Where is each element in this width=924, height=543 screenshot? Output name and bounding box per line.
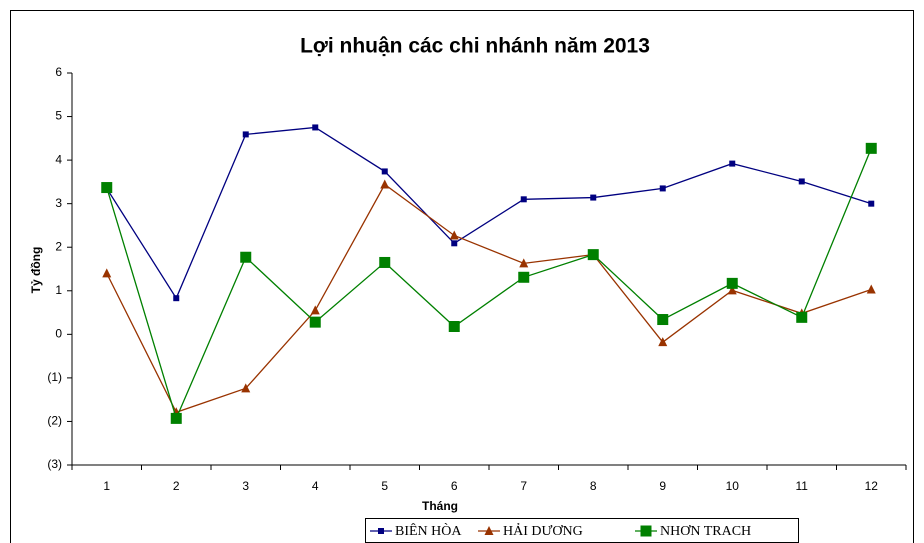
data-point — [727, 285, 737, 295]
data-point — [102, 268, 112, 278]
series-line — [106, 183, 872, 414]
data-point — [381, 168, 388, 175]
data-point — [658, 337, 668, 347]
data-point — [310, 305, 320, 315]
data-point — [865, 142, 877, 154]
y-tick-label: 6 — [55, 65, 62, 79]
y-tick-label: 2 — [55, 239, 62, 253]
data-point — [729, 160, 736, 167]
data-point — [240, 251, 252, 263]
y-tick-label: 5 — [55, 109, 62, 123]
chart-title: Lợi nhuận các chi nhánh năm 2013 — [300, 35, 650, 58]
y-tick-label: 1 — [55, 283, 62, 297]
data-point — [242, 131, 249, 138]
data-point — [170, 412, 182, 424]
y-tick-label: (2) — [47, 414, 62, 428]
x-tick-label: 4 — [312, 479, 319, 493]
chart-border — [10, 10, 914, 543]
y-axis-label: Tỷ đồng — [29, 247, 43, 294]
data-point — [866, 284, 876, 294]
x-tick-label: 7 — [520, 479, 527, 493]
data-point — [449, 230, 459, 240]
x-tick-label: 6 — [451, 479, 458, 493]
data-point — [451, 240, 458, 247]
data-point — [868, 200, 875, 207]
y-tick-label: 3 — [55, 196, 62, 210]
x-tick-label: 2 — [173, 479, 180, 493]
y-tick-label: 0 — [55, 327, 62, 341]
x-axis-label: Tháng — [422, 499, 458, 513]
data-point — [520, 196, 527, 203]
legend-label: BIÊN HÒA — [395, 522, 462, 539]
data-point — [241, 383, 251, 393]
legend-marker — [484, 526, 494, 535]
x-tick-label: 10 — [726, 479, 740, 493]
y-tick-label: (3) — [47, 457, 62, 471]
x-tick-label: 8 — [590, 479, 597, 493]
data-point — [657, 314, 669, 326]
data-point — [380, 179, 390, 189]
data-point — [798, 178, 805, 185]
legend-label: NHƠN TRACH — [660, 524, 751, 539]
data-point — [448, 320, 460, 332]
data-point — [173, 295, 180, 302]
x-tick-label: 3 — [242, 479, 249, 493]
legend-marker — [378, 528, 384, 534]
data-point — [312, 124, 319, 131]
series-line — [106, 126, 872, 300]
series-line — [106, 148, 872, 421]
legend-label: HẢI DƯƠNG — [503, 522, 583, 539]
data-point — [519, 258, 529, 268]
x-tick-label: 9 — [659, 479, 666, 493]
data-point — [587, 249, 599, 261]
x-tick-label: 1 — [103, 479, 110, 493]
data-point — [659, 185, 666, 192]
data-point — [590, 194, 597, 201]
data-point — [379, 256, 391, 268]
data-point — [309, 316, 321, 328]
x-tick-label: 12 — [865, 479, 879, 493]
data-point — [101, 182, 113, 194]
y-tick-label: 4 — [55, 152, 62, 166]
legend-marker — [640, 525, 652, 537]
data-point — [518, 271, 530, 283]
y-tick-label: (1) — [47, 370, 62, 384]
data-point — [726, 277, 738, 289]
x-tick-label: 5 — [381, 479, 388, 493]
x-tick-label: 11 — [796, 479, 809, 493]
data-point — [796, 311, 808, 323]
